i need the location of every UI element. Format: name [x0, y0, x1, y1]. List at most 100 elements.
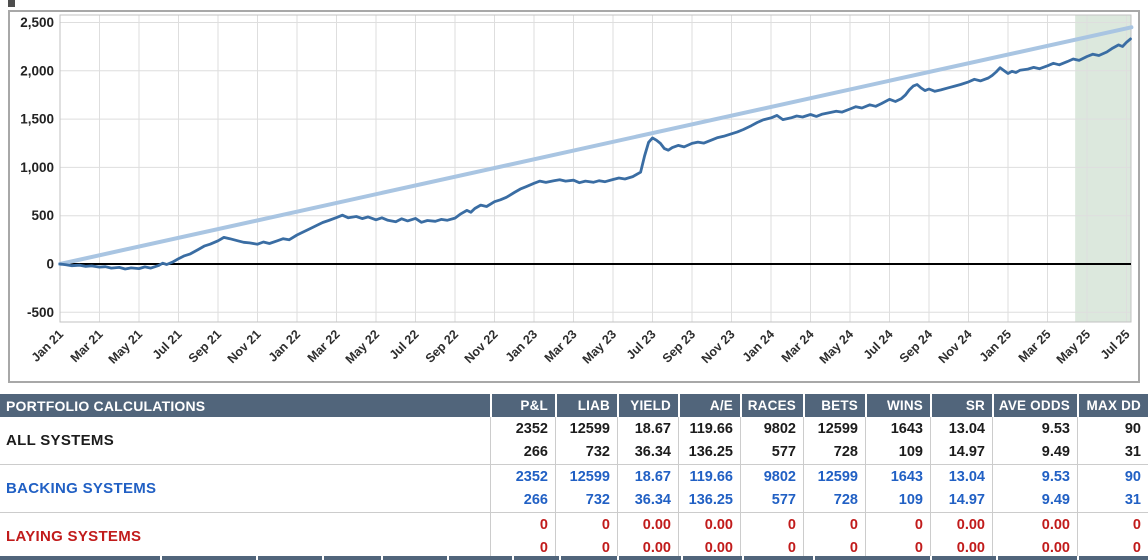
x-tick-label: Jan 21 — [29, 327, 66, 364]
column-header-liab: LIAB — [555, 394, 617, 417]
header-divider — [1077, 556, 1079, 560]
x-tick-label: Sep 24 — [897, 327, 935, 365]
x-tick-label: Sep 23 — [660, 327, 698, 365]
portfolio-table-title: PORTFOLIO CALCULATIONS — [6, 397, 206, 414]
x-tick-label: Mar 21 — [68, 327, 106, 365]
header-divider — [447, 556, 449, 560]
cumulative-pnl-line — [58, 37, 1132, 271]
x-tick-label: May 21 — [106, 327, 145, 366]
stat-cell-liab: 732 — [555, 488, 617, 512]
stat-cell-a-e: 136.25 — [678, 440, 740, 464]
stat-cell-max-dd: 31 — [1077, 440, 1148, 464]
stat-cell-liab: 12599 — [555, 465, 617, 489]
stat-cell-liab: 732 — [555, 440, 617, 464]
x-tick-label: Mar 23 — [542, 327, 580, 365]
stat-cell-max-dd: 90 — [1077, 465, 1148, 489]
target-trend-line-line — [58, 25, 1134, 266]
plot-border — [59, 14, 1132, 323]
header-divider — [617, 556, 619, 560]
column-header-p-l: P&L — [490, 394, 555, 417]
x-tick-label: May 22 — [343, 327, 382, 366]
stat-cell-sr: 0.00 — [930, 513, 992, 536]
stat-cell-races: 577 — [740, 440, 803, 464]
stat-cell-liab: 0 — [555, 536, 617, 559]
stat-cell-ave-odds: 9.53 — [992, 465, 1077, 489]
stat-cell-bets: 12599 — [803, 417, 865, 441]
x-tick-label: Jul 23 — [624, 327, 659, 362]
stat-cell-max-dd: 0 — [1077, 536, 1148, 559]
column-header-a-e: A/E — [678, 394, 740, 417]
stat-cell-yield: 18.67 — [617, 417, 678, 441]
stat-cell-wins: 109 — [865, 488, 930, 512]
stat-cell-liab: 0 — [555, 513, 617, 536]
x-tick-label: Nov 23 — [699, 327, 738, 366]
stat-cell-ave-odds: 0.00 — [992, 536, 1077, 559]
stat-cell-p-l: 2352 — [490, 417, 555, 441]
stat-cell-a-e: 0.00 — [678, 536, 740, 559]
header-divider — [512, 556, 514, 560]
x-tick-label: Jan 22 — [266, 327, 303, 364]
stat-cell-ave-odds: 9.49 — [992, 440, 1077, 464]
portfolio-table: ALL SYSTEMS 2352 12599 18.67 119.66 9802 12599… — [0, 417, 1148, 559]
y-tick-label: -500 — [27, 305, 54, 320]
stat-cell-p-l: 266 — [490, 488, 555, 512]
x-tick-label: Nov 22 — [462, 327, 501, 366]
stat-cell-bets: 0 — [803, 513, 865, 536]
stat-cell-wins: 0 — [865, 513, 930, 536]
column-header-wins: WINS — [865, 394, 930, 417]
header-divider — [256, 556, 258, 560]
stat-cell-sr: 0.00 — [930, 536, 992, 559]
stat-cell-sr: 13.04 — [930, 465, 992, 489]
pnl-chart: 2,500 2,000 1,500 1,000 500 0 -500 Jan 21 Mar 21… — [20, 14, 1134, 367]
stat-cell-p-l: 0 — [490, 536, 555, 559]
x-tick-label: Jul 22 — [387, 327, 422, 362]
y-tick-label: 1,500 — [20, 112, 54, 127]
y-tick-label: 1,000 — [20, 160, 54, 175]
column-header-max-dd: MAX DD — [1077, 394, 1148, 417]
system-row-label[interactable]: ALL SYSTEMS — [6, 432, 115, 449]
stat-cell-a-e: 119.66 — [678, 417, 740, 441]
stat-cell-yield: 36.34 — [617, 440, 678, 464]
stat-cell-bets: 728 — [803, 440, 865, 464]
stat-cell-races: 9802 — [740, 417, 803, 441]
column-header-ave-odds: AVE ODDS — [992, 394, 1077, 417]
stat-cell-yield: 36.34 — [617, 488, 678, 512]
header-divider — [813, 556, 815, 560]
stat-cell-sr: 14.97 — [930, 440, 992, 464]
system-row-laying-systems: LAYING SYSTEMS 0 0 0.00 0.00 0 0 0 0.00 0.00 0 0 0 0.… — [0, 512, 1148, 559]
system-row-label[interactable]: BACKING SYSTEMS — [6, 480, 157, 497]
stat-cell-bets: 12599 — [803, 465, 865, 489]
stat-cell-a-e: 0.00 — [678, 513, 740, 536]
stat-cell-max-dd: 0 — [1077, 513, 1148, 536]
header-divider — [381, 556, 383, 560]
x-tick-label: May 23 — [580, 327, 619, 366]
stat-cell-sr: 13.04 — [930, 417, 992, 441]
stat-cell-p-l: 2352 — [490, 465, 555, 489]
x-tick-label: Jan 24 — [740, 327, 777, 364]
header-divider — [996, 556, 998, 560]
column-header-yield: YIELD — [617, 394, 678, 417]
column-header-bets: BETS — [803, 394, 865, 417]
stat-cell-races: 9802 — [740, 465, 803, 489]
system-row-label[interactable]: LAYING SYSTEMS — [6, 527, 142, 545]
x-tick-label: Jan 25 — [977, 327, 1014, 364]
x-tick-label: Jul 21 — [150, 327, 185, 362]
x-tick-label: Mar 22 — [305, 327, 343, 365]
stat-cell-max-dd: 90 — [1077, 417, 1148, 441]
x-tick-label: Nov 21 — [225, 327, 264, 366]
stat-cell-ave-odds: 9.53 — [992, 417, 1077, 441]
stat-cell-a-e: 119.66 — [678, 465, 740, 489]
next-table-header-sliver — [0, 556, 1148, 560]
pnl-chart-panel: 2,500 2,000 1,500 1,000 500 0 -500 Jan 21 Mar 21… — [8, 10, 1140, 383]
column-header-sr: SR — [930, 394, 992, 417]
stat-cell-bets: 0 — [803, 536, 865, 559]
portfolio-table-header: PORTFOLIO CALCULATIONS P&L LIAB YIELD A/E RA… — [0, 394, 1148, 417]
system-row-all-systems: ALL SYSTEMS 2352 12599 18.67 119.66 9802 12599… — [0, 417, 1148, 464]
x-tick-label: Sep 22 — [423, 327, 461, 365]
stat-cell-ave-odds: 0.00 — [992, 513, 1077, 536]
column-header-races: RACES — [740, 394, 803, 417]
x-tick-label: Nov 24 — [936, 327, 975, 366]
stat-cell-yield: 18.67 — [617, 465, 678, 489]
stat-cell-p-l: 266 — [490, 440, 555, 464]
stat-cell-bets: 728 — [803, 488, 865, 512]
